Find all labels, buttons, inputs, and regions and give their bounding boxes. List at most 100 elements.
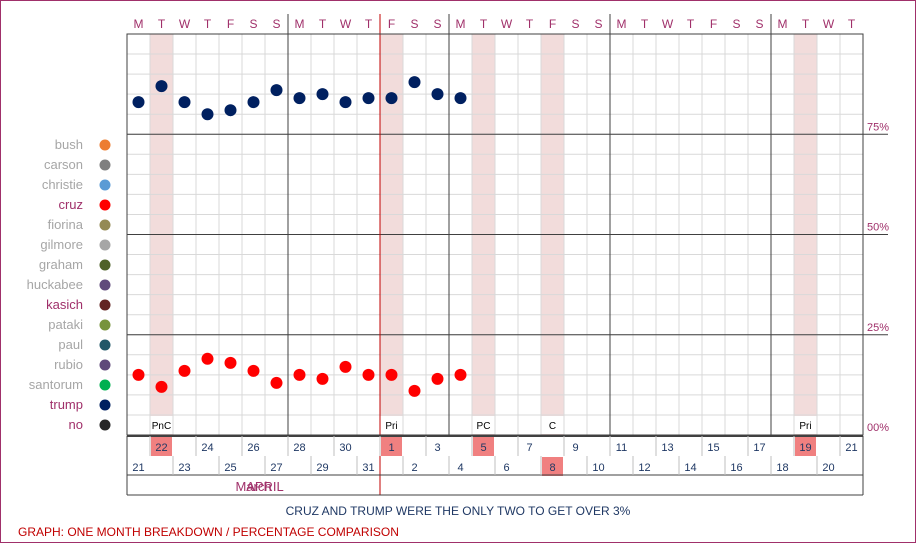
event-label-c: C [549,421,556,432]
legend-label-pataki: pataki [48,317,83,332]
date-label: 9 [572,442,578,454]
point-trump-23 [178,96,191,109]
point-trump-3 [431,88,444,101]
weekday-label: T [158,17,166,31]
legend-label-graham: graham [39,257,83,272]
date-label: 23 [178,462,190,474]
date-label: 29 [316,462,328,474]
date-label: 15 [707,442,719,454]
point-cruz-23 [178,364,191,377]
date-label: 18 [776,462,788,474]
legend-swatch-rubio [99,359,111,371]
date-label: 6 [503,462,509,474]
event-box [150,416,173,434]
date-label: 11 [616,442,627,454]
date-label: 8 [549,462,555,474]
weekday-label: S [594,17,602,31]
weekday-label: T [480,17,488,31]
weekday-label: W [179,17,191,31]
legend-swatch-kasich [99,299,111,311]
event-box [541,416,564,434]
point-cruz-2 [408,384,421,397]
weekday-label: S [272,17,280,31]
point-cruz-25 [224,356,237,369]
legend-label-bush: bush [55,137,83,152]
date-label: 28 [293,442,305,454]
legend-swatch-huckabee [99,279,111,291]
weekday-label: M [456,17,466,31]
legend-label-carson: carson [44,157,83,172]
legend-label-kasich: kasich [46,297,83,312]
highlight-date-8 [542,457,563,476]
point-trump-21 [132,96,145,109]
date-label: 20 [822,462,834,474]
legend-swatch-bush [99,139,111,151]
date-label: 17 [753,442,765,454]
point-cruz-24 [201,352,214,365]
point-trump-22 [155,80,168,93]
legend-label-gilmore: gilmore [40,237,83,252]
date-label: 30 [339,442,351,454]
highlight-date-1 [381,437,402,456]
weekday-label: M [295,17,305,31]
legend-label-christie: christie [42,177,83,192]
point-cruz-21 [132,368,145,381]
legend-swatch-fiorina [99,219,111,231]
weekday-label: W [662,17,674,31]
weekday-label: T [802,17,810,31]
point-cruz-3 [431,372,444,385]
point-trump-27 [270,84,283,97]
weekday-label: W [823,17,835,31]
event-box [794,416,817,434]
point-trump-4 [454,92,467,105]
date-label: 19 [799,442,811,454]
date-label: 4 [457,462,463,474]
legend-swatch-no [99,419,111,431]
point-cruz-30 [339,360,352,373]
event-box [380,416,403,434]
point-cruz-28 [293,368,306,381]
weekday-label: T [365,17,373,31]
date-label: 2 [411,462,417,474]
point-trump-2 [408,76,421,89]
point-trump-26 [247,96,260,109]
legend-swatch-santorum [99,379,111,391]
legend-label-paul: paul [58,337,83,352]
legend-label-fiorina: fiorina [48,217,84,232]
point-cruz-27 [270,376,283,389]
weekday-label: S [433,17,441,31]
weekday-label: S [571,17,579,31]
highlight-date-5 [473,437,494,456]
weekday-label: M [778,17,788,31]
event-label-pri: Pri [385,421,397,432]
date-label: 21 [845,442,857,454]
chart-footer: GRAPH: ONE MONTH BREAKDOWN / PERCENTAGE … [18,525,399,539]
point-cruz-31 [362,368,375,381]
legend-label-no: no [69,417,83,432]
point-trump-31 [362,92,375,105]
date-label: 14 [684,462,696,474]
legend-swatch-graham [99,259,111,271]
weekday-label: T [641,17,649,31]
date-label: 10 [592,462,604,474]
date-label: 25 [224,462,236,474]
event-label-pc: PC [477,421,491,432]
highlight-date-19 [795,437,816,456]
weekday-label: M [617,17,627,31]
point-cruz-29 [316,372,329,385]
weekday-label: W [501,17,513,31]
legend-swatch-paul [99,339,111,351]
point-trump-30 [339,96,352,109]
weekday-label: F [227,17,234,31]
month-label-april: APRIL [246,479,284,494]
date-label: 12 [638,462,650,474]
date-label: 13 [661,442,673,454]
legend-label-trump: trump [50,397,83,412]
weekday-label: M [134,17,144,31]
date-label: 31 [362,462,374,474]
date-label: 3 [434,442,440,454]
weekday-label: T [848,17,856,31]
y-tick-label: 25% [867,322,889,334]
date-label: 27 [270,462,282,474]
